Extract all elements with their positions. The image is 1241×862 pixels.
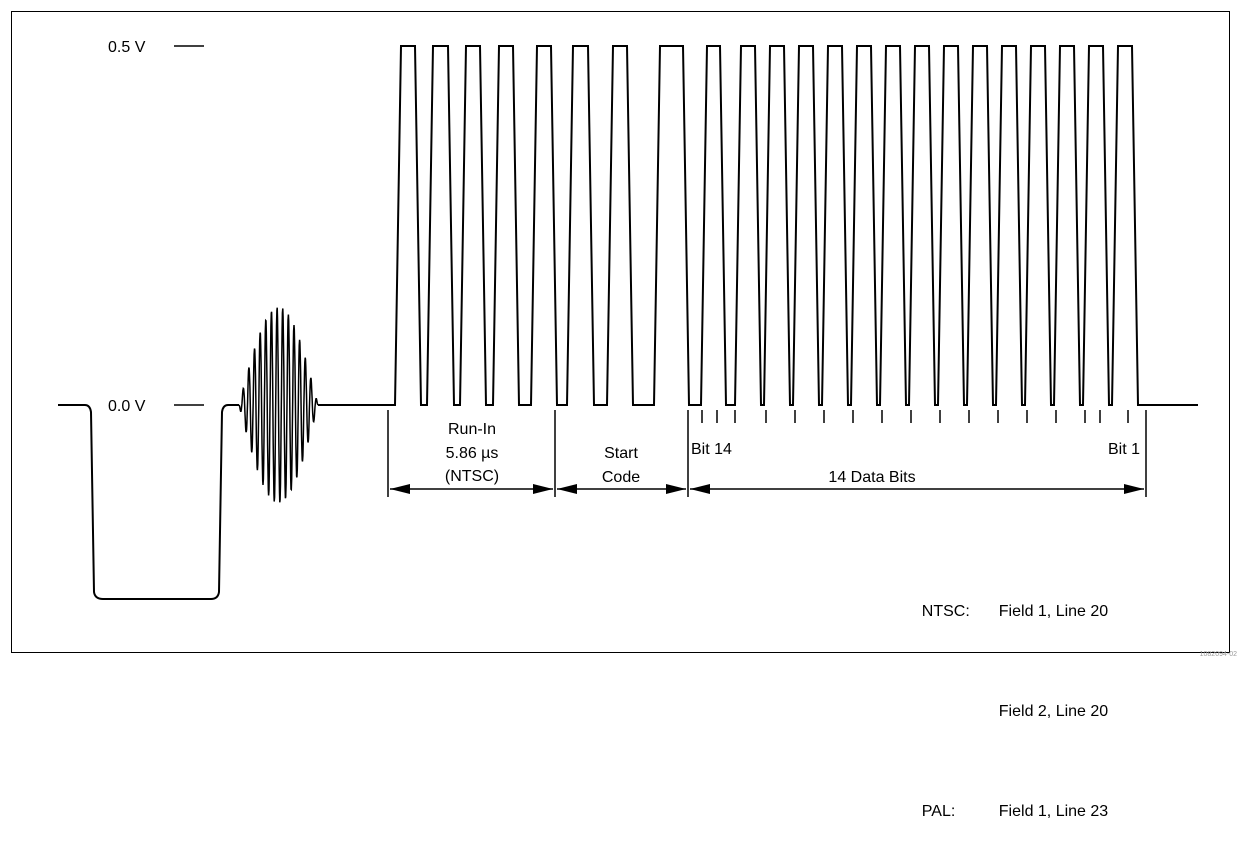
- data-bits-label: 14 Data Bits: [828, 469, 915, 486]
- start-code-label-line2: Code: [602, 469, 640, 486]
- legend-field-line: Field 2, Line 20: [998, 703, 1109, 720]
- caption-waveform-diagram: 0.5 V 0.0 V Run-In 5.86 µs (NTSC) Start …: [58, 39, 1198, 600]
- legend-system-ntsc: NTSC:: [921, 603, 970, 620]
- run-in-standard-label: (NTSC): [445, 468, 499, 485]
- caption-waveform: [318, 45, 1198, 406]
- run-in-duration-label: 5.86 µs: [446, 445, 499, 462]
- low-level-label: 0.0 V: [108, 398, 146, 415]
- bit-1-label: Bit 1: [1108, 441, 1140, 458]
- legend-row-pal-field-1: PAL: Field 1, Line 23: [904, 782, 1108, 842]
- legend-field-line: Field 1, Line 20: [998, 603, 1109, 620]
- legend-field-line: Field 1, Line 23: [998, 803, 1109, 820]
- legend-system-pal: PAL:: [921, 803, 956, 820]
- high-level-label: 0.5 V: [108, 39, 146, 56]
- run-in-label: Run-In: [448, 421, 496, 438]
- sync-pulse: [58, 404, 239, 600]
- start-code-label-line1: Start: [604, 445, 638, 462]
- color-burst: [238, 307, 319, 503]
- legend-row-ntsc-field-2: Field 2, Line 20: [904, 682, 1108, 742]
- bit-14-label: Bit 14: [691, 441, 732, 458]
- figure-frame: [11, 11, 1230, 653]
- legend-row-ntsc-field-1: NTSC: Field 1, Line 20: [904, 582, 1108, 642]
- legend: NTSC: Field 1, Line 20 Field 2, Line 20 P…: [904, 542, 1108, 862]
- figure-id: 1082094-02: [1199, 651, 1237, 658]
- bit-ticks: [701, 410, 1129, 423]
